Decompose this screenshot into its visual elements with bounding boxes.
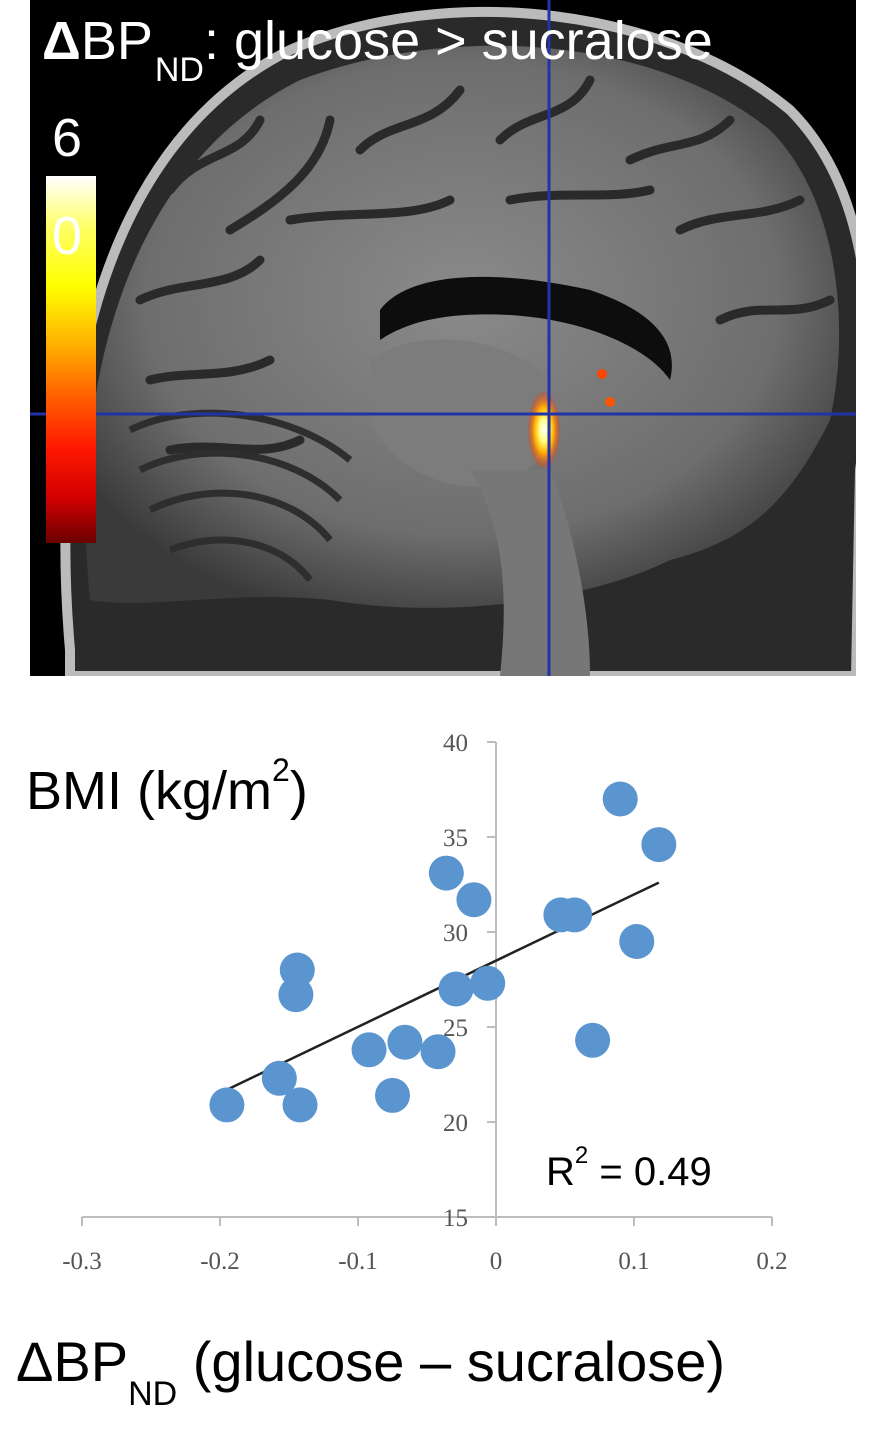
data-point bbox=[278, 977, 314, 1013]
data-point bbox=[641, 827, 677, 863]
x-tick-label: -0.2 bbox=[200, 1248, 240, 1275]
r2-sup: 2 bbox=[574, 1142, 589, 1169]
data-point bbox=[575, 1022, 611, 1058]
colorbar bbox=[46, 176, 96, 543]
data-point bbox=[420, 1034, 456, 1070]
activation-spot bbox=[605, 397, 615, 407]
x-tick-label: 0 bbox=[490, 1248, 503, 1275]
brainstem bbox=[470, 470, 590, 676]
activation-spot bbox=[597, 369, 607, 379]
activation-cluster bbox=[528, 392, 560, 468]
y-label-text: BMI (kg/m bbox=[26, 761, 273, 821]
data-point bbox=[438, 971, 474, 1007]
points-layer bbox=[209, 781, 677, 1123]
x-tick-label: 0.1 bbox=[618, 1248, 649, 1275]
data-point bbox=[282, 1087, 318, 1123]
brain-sulci bbox=[135, 75, 835, 455]
x-label-rest: (glucose – sucralose) bbox=[177, 1330, 726, 1393]
data-point bbox=[351, 1032, 387, 1068]
y-axis-label: BMI (kg/m2) bbox=[26, 735, 308, 826]
x-axis-label: ΔBPND (glucose – sucralose) bbox=[16, 1322, 725, 1434]
x-tick-label: -0.3 bbox=[62, 1248, 102, 1275]
r-squared-annotation: R2 = 0.49 bbox=[546, 1126, 712, 1202]
sagittal-mri-image bbox=[30, 0, 856, 676]
title-bp: BP bbox=[80, 11, 153, 71]
x-label-sub: ND bbox=[128, 1375, 178, 1413]
data-point bbox=[557, 897, 593, 933]
data-point bbox=[261, 1060, 297, 1096]
y-label-sup: 2 bbox=[272, 752, 290, 788]
panel-title: ΔBPND: glucose > sucralose bbox=[42, 6, 713, 105]
x-label-bp: BP bbox=[53, 1330, 129, 1393]
y-label-close: ) bbox=[289, 761, 308, 821]
brain-mri-panel: ΔBPND: glucose > sucralose 6 0 bbox=[30, 0, 856, 676]
y-tick-label: 35 bbox=[443, 825, 468, 852]
y-tick-label: 15 bbox=[443, 1205, 468, 1232]
x-tick-label: 0.2 bbox=[756, 1248, 787, 1275]
title-rest: : glucose > sucralose bbox=[203, 11, 713, 71]
data-point bbox=[456, 882, 492, 918]
colorbar-min-label: 0 bbox=[52, 206, 83, 266]
corpus-callosum bbox=[380, 276, 672, 380]
data-point bbox=[619, 924, 655, 959]
colorbar-max-label: 6 bbox=[52, 108, 83, 168]
x-tick-label: -0.1 bbox=[338, 1248, 378, 1275]
data-point bbox=[375, 1077, 410, 1113]
y-tick-label: 20 bbox=[443, 1110, 468, 1137]
data-point bbox=[470, 965, 506, 1001]
data-point bbox=[428, 855, 464, 891]
r2-prefix: R bbox=[546, 1150, 575, 1194]
data-point bbox=[602, 781, 638, 817]
title-subscript: ND bbox=[154, 51, 204, 89]
title-delta: Δ bbox=[42, 11, 81, 71]
data-point bbox=[387, 1024, 423, 1060]
r2-value: = 0.49 bbox=[588, 1150, 712, 1194]
y-tick-label: 30 bbox=[443, 920, 468, 947]
data-point bbox=[209, 1087, 245, 1123]
data-point bbox=[279, 952, 315, 988]
x-label-delta: Δ bbox=[16, 1330, 54, 1393]
y-tick-label: 40 bbox=[443, 730, 468, 757]
